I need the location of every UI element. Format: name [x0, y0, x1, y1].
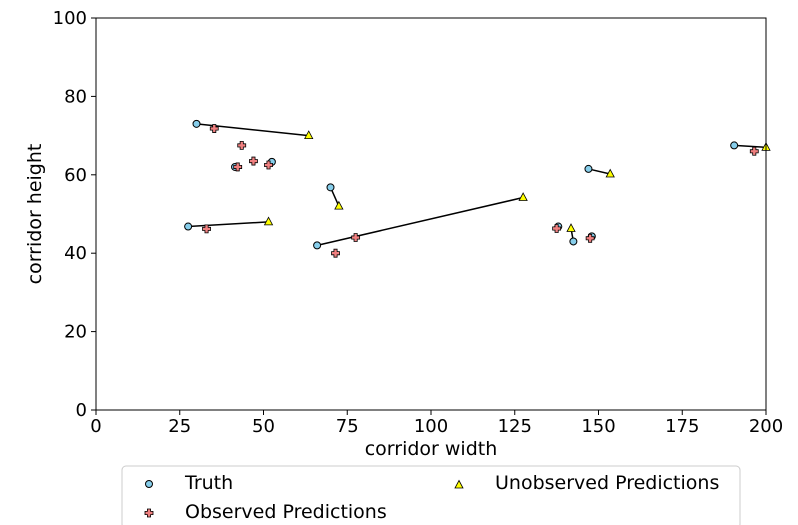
y-tick-label: 60: [64, 165, 87, 186]
y-tick-label: 80: [64, 86, 87, 107]
observed-prediction-point: [331, 248, 340, 258]
legend-label-observed: Observed Predictions: [185, 501, 387, 523]
unobserved-prediction-point: [518, 192, 528, 201]
unobserved-prediction-point: [334, 200, 344, 210]
y-tick-label: 100: [53, 8, 87, 29]
prediction-link: [734, 144, 767, 149]
legend: Truth Observed Predictions Unobserved Pr…: [121, 465, 741, 525]
observed-prediction-point: [209, 124, 219, 133]
truth-point: [326, 183, 335, 192]
truth-point: [569, 237, 578, 246]
y-tick-label: 20: [64, 322, 87, 343]
x-tick-label: 0: [90, 416, 101, 437]
truth-point: [313, 241, 322, 250]
unobserved-prediction-point: [263, 216, 274, 226]
truth-point: [730, 141, 739, 150]
observed-prediction-point: [552, 224, 562, 233]
observed-prediction-point: [351, 233, 361, 242]
plot-area-frame: [95, 17, 767, 411]
legend-marker-observed: [144, 508, 154, 518]
data-points: [184, 119, 771, 258]
legend-marker-truth: [145, 480, 153, 488]
observed-prediction-point: [585, 233, 595, 243]
observed-prediction-point: [264, 160, 273, 170]
x-tick-label: 150: [581, 416, 615, 437]
unobserved-prediction-point: [566, 223, 576, 232]
observed-prediction-point: [202, 224, 211, 234]
prediction-links: [188, 123, 767, 247]
prediction-link: [316, 196, 524, 247]
y-tick-label: 0: [76, 400, 87, 421]
x-tick-label: 125: [498, 416, 532, 437]
observed-prediction-point: [249, 156, 258, 166]
legend-label-unobserved: Unobserved Predictions: [495, 472, 719, 494]
x-axis-label: corridor width: [365, 438, 498, 460]
truth-point: [192, 119, 201, 128]
truth-point: [584, 164, 593, 173]
unobserved-prediction-point: [605, 168, 615, 178]
x-tick-label: 200: [749, 416, 783, 437]
x-axis: 0 25 50 75 100 125 150 175 200: [90, 410, 783, 437]
y-axis-label: corridor height: [24, 144, 46, 285]
truth-point: [184, 222, 193, 231]
legend-frame: [121, 465, 741, 525]
observed-prediction-point: [237, 141, 247, 150]
prediction-link: [188, 221, 269, 228]
legend-marker-unobserved: [454, 479, 464, 489]
unobserved-prediction-point: [304, 130, 314, 140]
observed-prediction-point: [233, 162, 243, 172]
x-tick-label: 175: [665, 416, 699, 437]
x-tick-label: 25: [168, 416, 191, 437]
y-axis: 0 20 40 60 80 100: [53, 8, 96, 421]
legend-label-truth: Truth: [184, 472, 233, 494]
x-tick-label: 50: [252, 416, 275, 437]
y-tick-label: 40: [64, 243, 87, 264]
x-tick-label: 100: [414, 416, 448, 437]
observed-prediction-point: [749, 146, 759, 156]
x-tick-label: 75: [336, 416, 359, 437]
